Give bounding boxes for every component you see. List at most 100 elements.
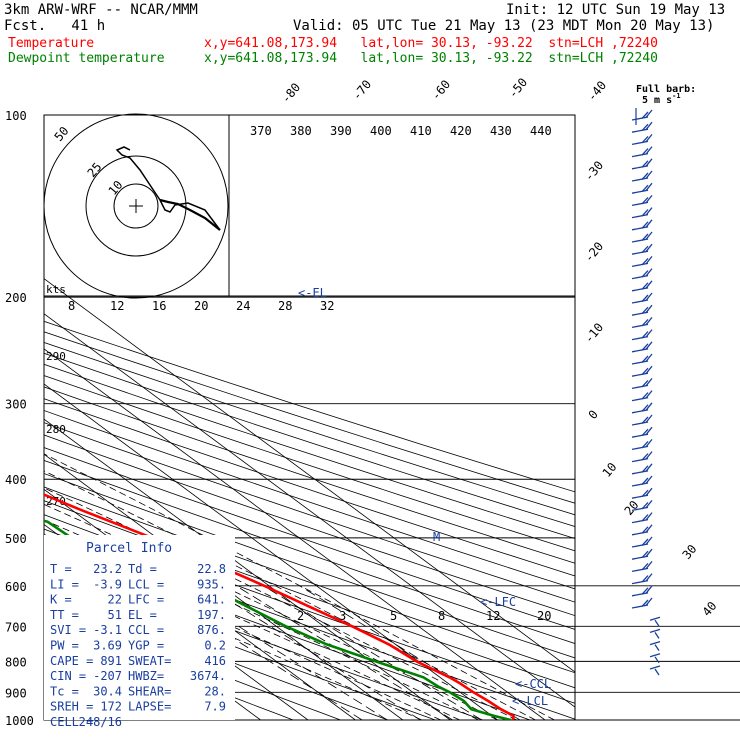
parcel-value: 7.9 xyxy=(204,700,226,714)
pressure-label: 1000 xyxy=(5,714,34,728)
wind-barb xyxy=(631,243,653,255)
theta-label: 440 xyxy=(530,124,552,138)
parcel-value: 3.69 xyxy=(93,639,122,653)
hodograph: 50 25 10 kts xyxy=(43,113,575,299)
wind-barb xyxy=(631,121,653,133)
pressure-label: 500 xyxy=(5,532,27,546)
mixing-ratio-label: 3 xyxy=(339,609,346,623)
moist-adiabat xyxy=(44,559,422,720)
mixing-ratio-label: 12 xyxy=(486,609,500,623)
isotherm xyxy=(44,418,451,720)
ccl-marker: <-CCL xyxy=(515,677,551,691)
parcel-value: 23.2 xyxy=(93,562,122,576)
wind-barb xyxy=(631,524,653,536)
isotherm-label: -50 xyxy=(506,75,531,101)
parcel-value: -3.1 xyxy=(93,623,122,637)
parcel-row: TT = 51 EL = 197. xyxy=(50,608,226,622)
wind-barb xyxy=(631,170,653,182)
parcel-info-panel: Parcel Info T = 23.2 Td = 22.8 LI = -3.9 LCL =… xyxy=(44,535,235,729)
dry-adiabat xyxy=(44,459,575,644)
hodo-speed-label: 32 xyxy=(320,299,334,313)
pressure-label: 800 xyxy=(5,655,27,669)
valid-time: Valid: 05 UTC Tue 21 May 13 (23 MDT Mon … xyxy=(293,18,715,34)
lcl-marker: <-LCL xyxy=(512,694,548,708)
dry-adiabat xyxy=(44,352,575,527)
parcel-value: 248/16 xyxy=(79,715,122,729)
parcel-value: -3.9 xyxy=(93,577,122,591)
wind-barb xyxy=(631,133,653,146)
hodo-speed-label: 12 xyxy=(110,299,124,313)
wind-barb xyxy=(649,628,661,639)
hodograph-trace xyxy=(115,146,221,231)
hodo-unit: kts xyxy=(46,283,66,296)
parcel-key: Td = xyxy=(128,562,157,576)
isotherm-label: 10 xyxy=(600,460,620,480)
barb-legend-line1: Full barb: xyxy=(636,84,696,95)
parcel-value: 876. xyxy=(197,623,226,637)
dewpoint-location: x,y=641.08,173.94 lat,lon= 30.13, -93.22… xyxy=(204,51,658,66)
wind-barb xyxy=(631,304,653,316)
parcel-key: CELL = xyxy=(50,715,93,729)
dry-adiabat xyxy=(44,447,575,630)
isotherm-label: -80 xyxy=(279,80,304,106)
level-annotations: <-EL <-LFC <-CCL <-LCL M xyxy=(298,286,551,708)
parcel-key: SWEAT= xyxy=(128,654,171,668)
isotherm-label: -20 xyxy=(582,239,607,265)
pressure-label: 300 xyxy=(5,398,27,412)
temperature-legend: Temperature xyxy=(8,36,95,51)
wind-barb xyxy=(631,255,653,268)
parcel-key: LI = xyxy=(50,577,79,591)
parcel-value: -207 xyxy=(93,669,122,683)
wind-barb xyxy=(631,463,653,475)
wind-barb xyxy=(631,487,653,499)
lfc-marker: <-LFC xyxy=(480,595,516,609)
dry-adiabat xyxy=(44,398,575,577)
wind-barb xyxy=(631,560,653,573)
parcel-key: SREH = xyxy=(50,700,93,714)
mixing-ratio-label: 2 xyxy=(297,609,304,623)
theta-left-label: 280 xyxy=(46,423,66,436)
parcel-key: Tc = xyxy=(50,684,79,698)
isotherm-label: -60 xyxy=(429,77,454,103)
parcel-value: 172 xyxy=(100,700,122,714)
hodo-speed-label: 8 xyxy=(68,299,75,313)
parcel-row: T = 23.2 Td = 22.8 xyxy=(50,562,226,576)
isotherm-label: 40 xyxy=(700,599,720,619)
parcel-value: 51 xyxy=(108,608,122,622)
isotherm-label: 30 xyxy=(680,542,700,562)
theta-label: 390 xyxy=(330,124,352,138)
hodo-ring-25 xyxy=(85,155,187,257)
pressure-label: 600 xyxy=(5,580,27,594)
wind-barb xyxy=(649,653,661,664)
wind-barb xyxy=(631,475,653,487)
parcel-value: 3674. xyxy=(190,669,226,683)
mixing-ratio-line xyxy=(205,585,421,720)
parcel-key: LCL = xyxy=(128,577,164,591)
parcel-value: 935. xyxy=(197,577,226,591)
wind-barb xyxy=(631,292,653,304)
pressure-label: 400 xyxy=(5,473,27,487)
parcel-key: YGP = xyxy=(128,639,164,653)
hodo-ring-label-50: 50 xyxy=(52,124,72,144)
dewpoint-legend: Dewpoint temperature xyxy=(8,51,165,66)
model-title: 3km ARW-WRF -- NCAR/MMM xyxy=(4,2,198,18)
wind-barb xyxy=(631,109,653,121)
parcel-key: HWBZ= xyxy=(128,669,164,683)
parcel-key: CCL = xyxy=(128,623,164,637)
parcel-row: CIN = -207 HWBZ= 3674. xyxy=(50,669,226,683)
dry-adiabat xyxy=(44,410,575,590)
parcel-key: CIN = xyxy=(50,669,86,683)
parcel-row: LI = -3.9 LCL = 935. xyxy=(50,577,226,591)
hodo-ring-10 xyxy=(113,183,159,229)
pressure-label: 900 xyxy=(5,686,27,700)
wind-barb xyxy=(631,268,653,280)
isotherm xyxy=(44,278,575,673)
wind-barb xyxy=(631,402,653,414)
wind-barb xyxy=(631,231,653,243)
wind-barb xyxy=(631,451,653,463)
dry-adiabat xyxy=(44,386,575,564)
hodo-speed-label: 16 xyxy=(152,299,166,313)
parcel-info-title: Parcel Info xyxy=(86,541,172,556)
wind-barb xyxy=(631,597,653,609)
isotherm-label: -10 xyxy=(582,320,607,346)
